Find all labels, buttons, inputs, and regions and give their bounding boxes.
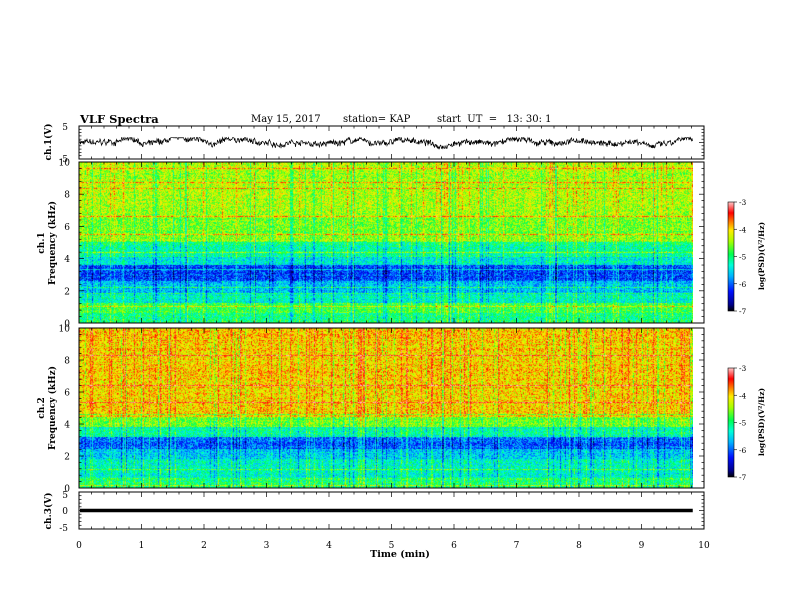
ch2-spectrogram-panel: 0 2 4 6 8 10 ch.2 Frequency (kHz): [37, 325, 705, 495]
ch1-ylabel: ch.1(V): [43, 124, 54, 161]
ch3-ytick-mid: 0: [62, 507, 68, 517]
frequency-tick-label: 6: [64, 223, 70, 233]
ch2-spectrogram-image: [79, 328, 693, 488]
colorbar-tick-label: -5: [739, 419, 747, 428]
ch2-colorbar: -3 -4 -5 -6 -7 log(PSD)(V²/Hz): [727, 364, 766, 482]
ch1-waveform-ticks: [78, 125, 705, 160]
frequency-tick-label: 8: [64, 191, 70, 201]
ch3-waveform-panel: 5 0 -5 ch.3(V) 0 1 2 3 4 5 6 7 8 9 10 Time (min): [43, 491, 710, 560]
time-tick-label: 8: [576, 541, 582, 551]
time-tick-label: 3: [264, 541, 270, 551]
ch1-colorbar-label: log(PSD)(V²/Hz): [757, 222, 766, 290]
ch1-colorbar: -3 -4 -5 -6 -7 log(PSD)(V²/Hz): [727, 198, 766, 316]
time-tick-label: 6: [451, 541, 457, 551]
chart-title: VLF Spectra: [80, 112, 159, 126]
ch1-ytick-bottom: -5: [59, 155, 68, 165]
frequency-tick-label: 4: [64, 255, 70, 265]
ch3-ytick-top: 5: [62, 491, 68, 501]
time-tick-label: 9: [639, 541, 645, 551]
colorbar-tick-label: -4: [739, 225, 747, 234]
station-label: station= KAP: [343, 114, 411, 125]
frequency-tick-label: 6: [64, 389, 70, 399]
colorbar-tick-label: -7: [739, 307, 747, 316]
colorbar-tick-label: -6: [739, 280, 747, 289]
ch1-spectrogram-ticks: [78, 161, 705, 324]
ch2-spectrogram-ticks: [78, 327, 705, 489]
frequency-tick-label: 8: [64, 357, 70, 367]
time-tick-label: 10: [698, 541, 710, 551]
ch1-colorbar-bar: [727, 201, 735, 312]
ch2-colorbar-label: log(PSD)(V²/Hz): [757, 388, 766, 456]
ch1-waveform-line: [79, 136, 693, 150]
frequency-tick-label: 10: [59, 325, 71, 335]
ch1-ytick-top: 5: [62, 123, 68, 133]
ch1-frequency-axis-label: Frequency (kHz): [47, 201, 58, 285]
ch1-channel-label: ch.1: [37, 232, 47, 253]
ch3-ytick-bottom: -5: [59, 524, 68, 534]
time-tick-labels: 0 1 2 3 4 5 6 7 8 9 10: [76, 541, 710, 551]
frequency-tick-label: 10: [59, 159, 71, 169]
frequency-tick-label: 4: [64, 421, 70, 431]
ch2-frequency-axis-label: Frequency (kHz): [47, 366, 58, 450]
ch2-colorbar-ticks: -3 -4 -5 -6 -7: [734, 364, 747, 482]
frequency-tick-label: 0: [64, 320, 70, 330]
ch3-ylabel: ch.3(V): [43, 493, 54, 530]
time-tick-label: 2: [201, 541, 207, 551]
time-axis-label: Time (min): [370, 549, 430, 560]
ch3-waveform-ticks: [78, 491, 705, 530]
time-tick-label: 4: [326, 541, 332, 551]
time-tick-label: 0: [76, 541, 82, 551]
frequency-tick-label: 0: [64, 485, 70, 495]
ch2-channel-label: ch.2: [37, 397, 47, 418]
ch1-colorbar-ticks: -3 -4 -5 -6 -7: [734, 198, 747, 316]
frequency-tick-label: 2: [64, 453, 70, 463]
colorbar-tick-label: -6: [739, 446, 747, 455]
ch2-frequency-tick-labels: 0 2 4 6 8 10: [59, 325, 71, 495]
time-tick-label: 7: [514, 541, 520, 551]
ch1-waveform-panel: 5 -5 ch.1(V): [43, 123, 705, 165]
colorbar-tick-label: -5: [739, 253, 747, 262]
colorbar-tick-label: -3: [739, 364, 747, 373]
frequency-tick-label: 2: [64, 287, 70, 297]
time-tick-label: 5: [389, 541, 395, 551]
ch2-colorbar-bar: [727, 367, 735, 478]
ch1-spectrogram-image: [79, 162, 693, 323]
start-time-label: start UT = 13: 30: 1: [437, 114, 552, 125]
colorbar-tick-label: -7: [739, 473, 747, 482]
colorbar-tick-label: -3: [739, 198, 747, 207]
time-tick-label: 1: [139, 541, 145, 551]
date-label: May 15, 2017: [251, 114, 321, 125]
ch1-frequency-tick-labels: 0 2 4 6 8 10: [59, 159, 71, 330]
ch1-spectrogram-panel: 0 2 4 6 8 10 ch.1 Frequency (kHz): [37, 159, 705, 330]
colorbar-tick-label: -4: [739, 391, 747, 400]
